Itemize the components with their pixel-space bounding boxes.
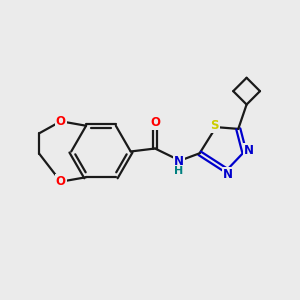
- Text: O: O: [150, 116, 160, 130]
- Text: N: N: [244, 144, 254, 157]
- Text: N: N: [174, 155, 184, 168]
- Text: N: N: [223, 168, 233, 181]
- Text: S: S: [210, 119, 219, 132]
- Text: O: O: [56, 175, 66, 188]
- Text: H: H: [174, 166, 184, 176]
- Text: O: O: [56, 115, 66, 128]
